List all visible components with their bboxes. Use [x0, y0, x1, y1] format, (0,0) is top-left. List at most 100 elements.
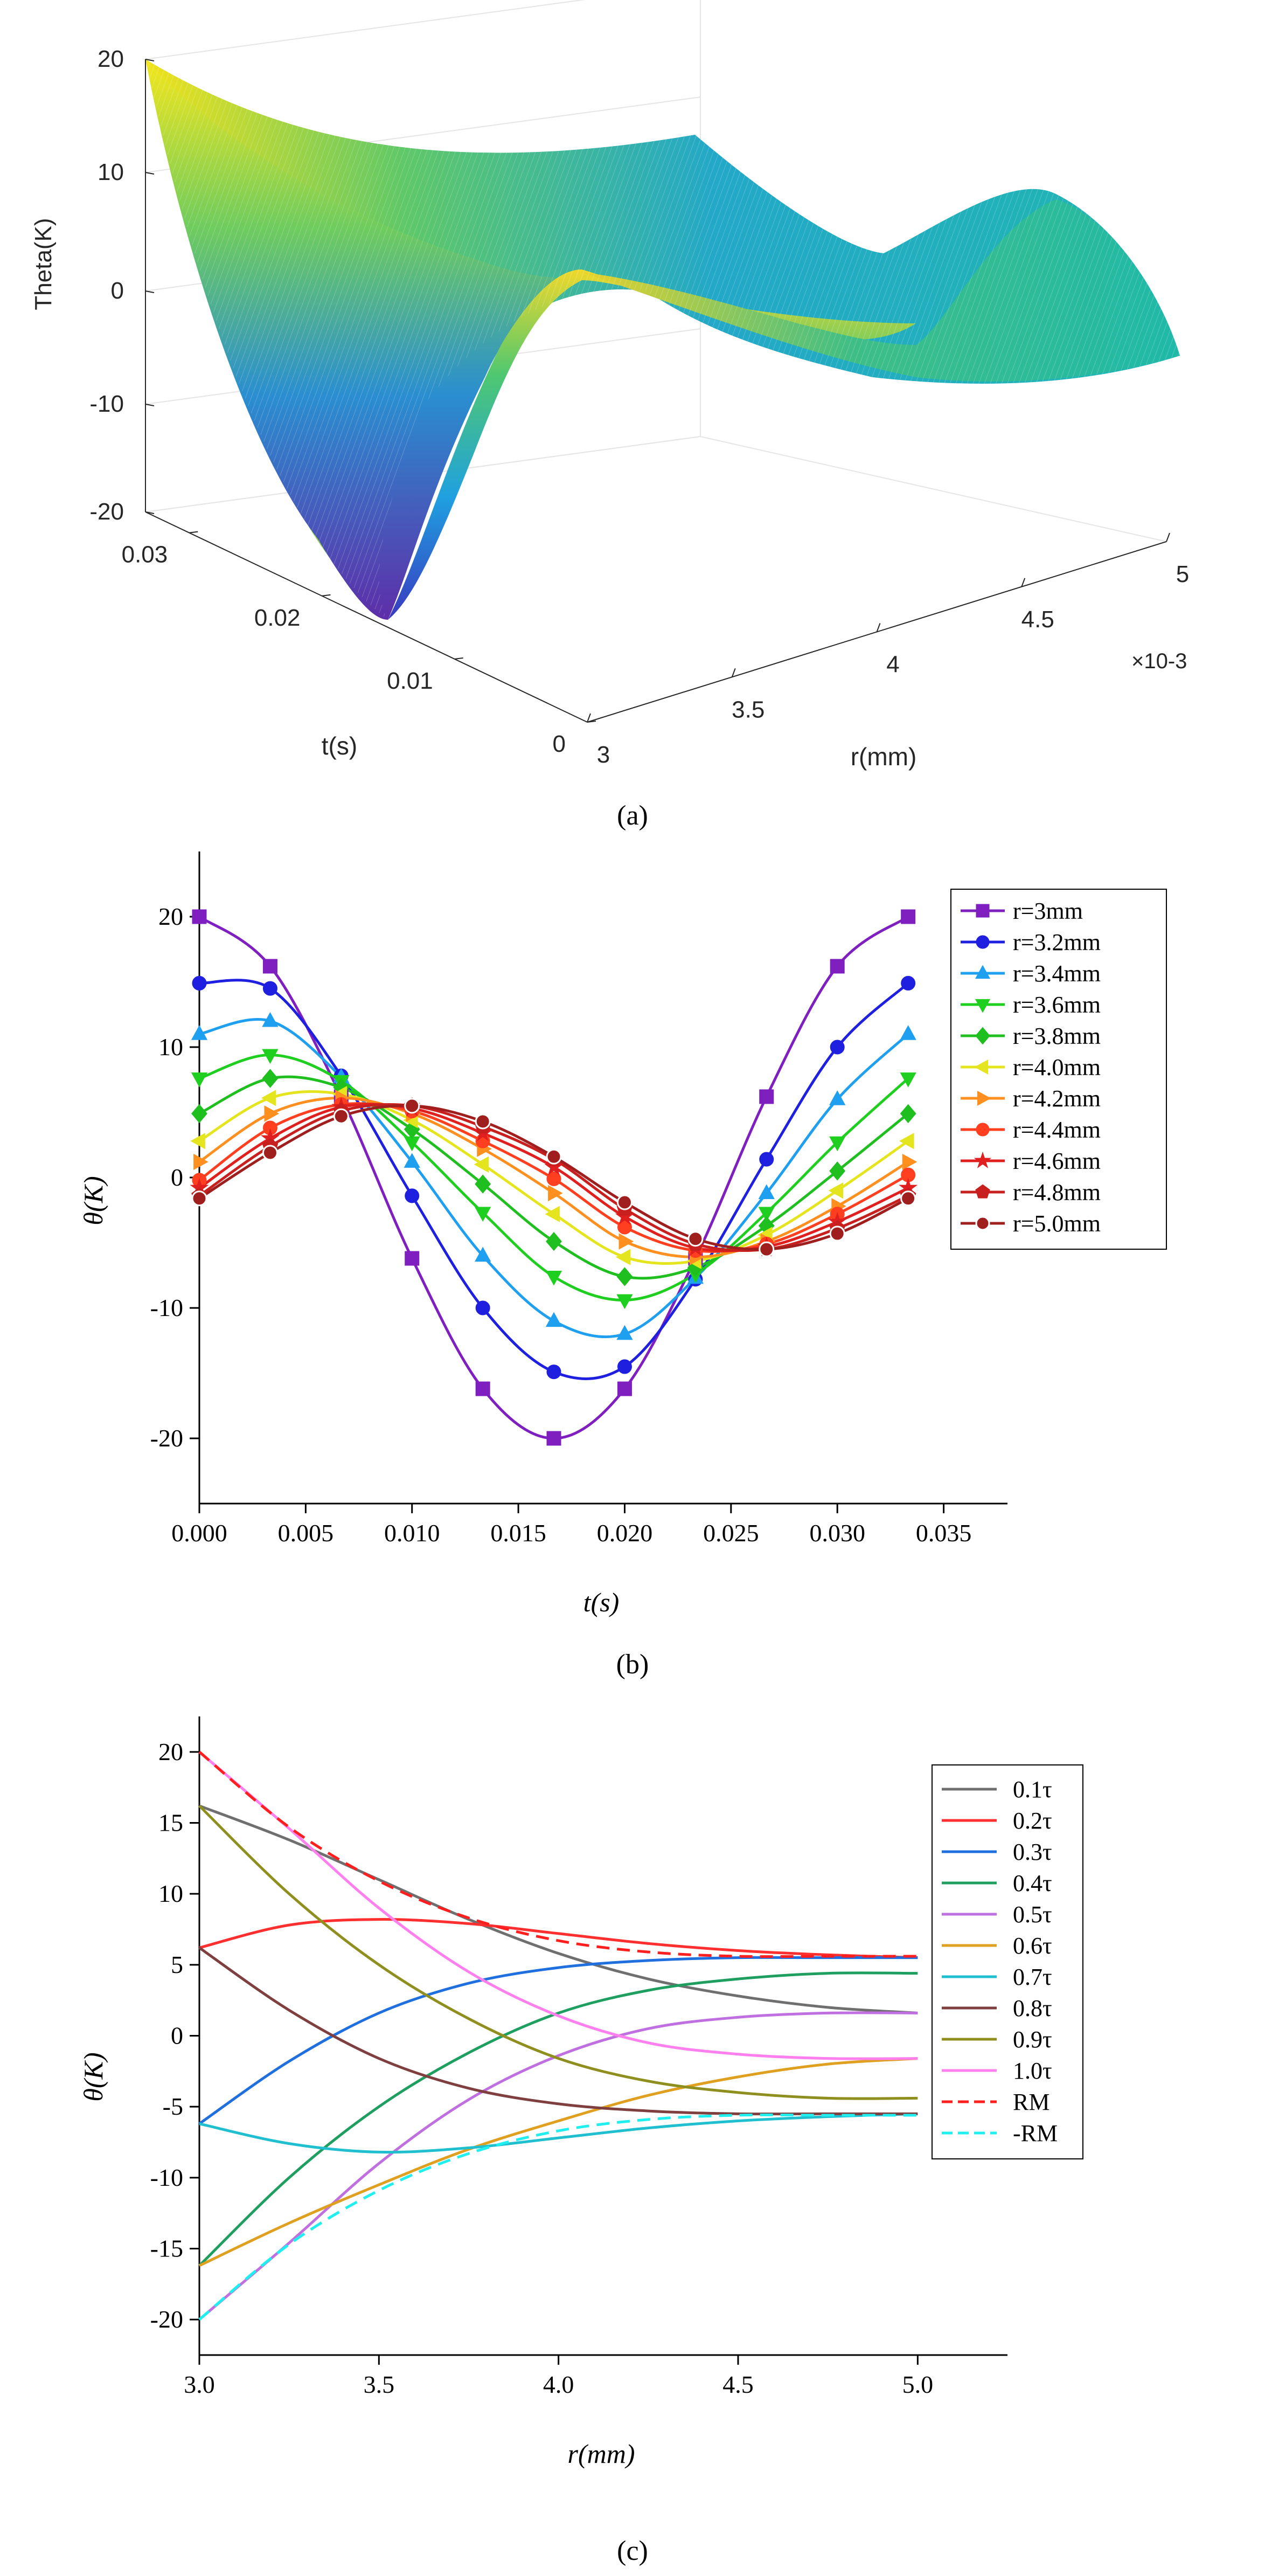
legend-label: 0.6τ [1013, 1933, 1052, 1959]
legend-b: r=3mm r=3.2mm r=3.4mm r=3.6mm r=3.8mm r=4.0mm… [950, 889, 1167, 1250]
data-point [261, 1090, 276, 1106]
data-point [191, 1190, 207, 1207]
data-point [618, 1233, 634, 1250]
y-tick-label-b: 0 [171, 1164, 183, 1191]
y-tick-label-c: -5 [163, 2093, 183, 2120]
legend-label: 0.5τ [1013, 1901, 1052, 1928]
data-point [544, 1157, 564, 1175]
y-tick-label-b: -20 [150, 1424, 183, 1452]
data-point [617, 1381, 632, 1396]
data-point [829, 1225, 845, 1242]
x-scale-label: ×10-3 [1131, 649, 1187, 673]
x-axis-label-b: t(s) [583, 1587, 620, 1617]
data-point [828, 1182, 844, 1199]
series-lines-c [198, 1750, 918, 2321]
y-tick-label-b: 10 [158, 1033, 183, 1061]
data-point [192, 975, 207, 991]
z-tick [145, 172, 155, 175]
legend-label: r=3.6mm [1013, 992, 1101, 1018]
data-point [404, 1098, 420, 1114]
data-point [901, 975, 916, 991]
series-line [198, 1947, 918, 2116]
legend-marker [976, 1123, 990, 1137]
data-point [546, 1231, 562, 1251]
data-point [829, 1090, 846, 1105]
y-tick [189, 531, 198, 534]
legend-marker [975, 999, 991, 1013]
legend-label: r=4.0mm [1013, 1054, 1101, 1081]
x-tick-label-b: 0.025 [703, 1519, 759, 1547]
y-tick-label-c: -10 [150, 2164, 183, 2191]
x-tick-label: 5 [1176, 561, 1189, 587]
grid-line-back-floor [700, 436, 1167, 542]
data-point [545, 1206, 560, 1222]
legend-label: 0.8τ [1013, 1995, 1052, 2021]
data-point [192, 909, 207, 924]
panel-label-c: (c) [617, 2536, 648, 2566]
legend-marker [976, 935, 990, 949]
legend-label: 0.4τ [1013, 1870, 1052, 1896]
z-tick-label: -10 [89, 391, 124, 417]
y-tick-label: 0.01 [387, 668, 433, 694]
legend-marker [975, 1184, 990, 1199]
surface-mesh [145, 59, 1180, 620]
y-tick-label-b: 20 [158, 903, 183, 930]
z-tick-label: 20 [98, 46, 124, 72]
panel-b-line-chart: 0.000 0.005 0.010 0.015 0.020 0.025 0.030 0.035… [0, 841, 1265, 1708]
x-tick-label-b: 0.030 [809, 1519, 865, 1547]
z-axis-label: Theta(K) [30, 218, 57, 310]
data-point [616, 1194, 632, 1210]
axes-c: 3.0 3.5 4.0 4.5 5.0 20 15 10 5 0 -5 -10 -15 -20 [150, 1716, 1007, 2398]
legend-label: r=5.0mm [1013, 1210, 1101, 1237]
y-axis-label-c: θ(K) [78, 2052, 108, 2101]
y-axis-line [145, 511, 588, 723]
data-point [758, 1207, 775, 1222]
data-point [262, 981, 277, 996]
data-point [191, 1025, 208, 1040]
data-point [902, 1153, 918, 1171]
panel-label-b: (b) [616, 1649, 649, 1680]
series-line [199, 1918, 918, 1959]
x-tick-label-b: 0.015 [490, 1519, 546, 1547]
data-point [900, 1190, 916, 1207]
data-point [829, 1136, 846, 1152]
x-tick-label: 4 [886, 652, 899, 678]
data-point [191, 1104, 207, 1124]
panel-a-surface-plot: 20 10 0 -10 -20 3 3.5 4 4.5 5 0 0.01 0.02 0.03 Theta(… [0, 0, 1265, 841]
panel-label-a: (a) [617, 800, 648, 831]
data-point [829, 1161, 846, 1181]
data-point [759, 1241, 775, 1257]
x-axis-label: r(mm) [851, 743, 917, 771]
x-tick-label: 3.5 [732, 696, 764, 723]
data-point [264, 1105, 280, 1122]
legend-label: 0.7τ [1013, 1964, 1052, 1990]
series-line [198, 1805, 918, 2100]
data-point [262, 1012, 279, 1027]
y-tick [587, 721, 596, 723]
data-point [475, 1300, 490, 1315]
legend-label: r=4.8mm [1013, 1179, 1101, 1206]
data-point [475, 1247, 491, 1262]
legend-label: r=3.2mm [1013, 929, 1101, 955]
data-point [474, 1156, 489, 1173]
z-tick [145, 59, 155, 61]
y-tick-label: 0 [553, 731, 566, 757]
data-point [545, 1271, 562, 1286]
data-point [900, 1072, 916, 1088]
data-point [545, 1312, 562, 1327]
data-point [687, 1231, 704, 1247]
z-tick-label: 0 [111, 278, 124, 304]
data-point [900, 1104, 916, 1124]
series-line [199, 2112, 918, 2154]
data-point [191, 1072, 208, 1088]
y-tick-label-c: 0 [171, 2022, 183, 2049]
legend-label: 0.9τ [1013, 2026, 1052, 2053]
x-tick [876, 623, 881, 632]
data-point [758, 1184, 775, 1199]
panel-c-line-chart: 3.0 3.5 4.0 4.5 5.0 20 15 10 5 0 -5 -10 -15 -20 0.1τ 0… [0, 1708, 1265, 2576]
series-line [198, 1956, 918, 2125]
z-tick [145, 511, 155, 514]
surface-plot-svg: 20 10 0 -10 -20 3 3.5 4 4.5 5 0 0.01 0.02 0.03 Theta(… [30, 0, 1189, 831]
data-point [405, 1251, 420, 1266]
surface-mesh-overlay [145, 59, 1180, 620]
